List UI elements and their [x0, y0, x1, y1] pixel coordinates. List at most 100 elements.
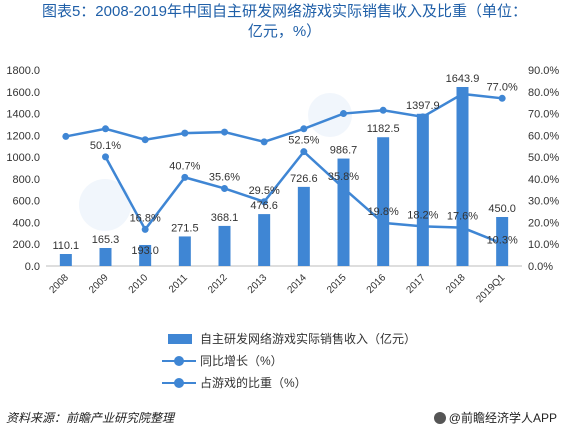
y-right-tick-label: 0.0%	[528, 261, 553, 273]
bar-value-label: 368.1	[211, 212, 239, 224]
series-point	[62, 132, 70, 140]
bar	[258, 214, 271, 266]
series-point	[498, 240, 506, 248]
bar	[59, 254, 72, 266]
series-point	[102, 153, 109, 161]
y-left-tick-label: 1400.0	[6, 109, 40, 121]
legend-item-growth: 同比增长（%）	[150, 350, 416, 372]
y-left-tick-label: 800.0	[12, 174, 40, 186]
series-point	[221, 184, 228, 192]
brand-text: @前瞻经济学人APP	[448, 411, 557, 425]
series-point	[260, 198, 268, 206]
series-point	[141, 225, 149, 233]
bar-value-label: 165.3	[92, 234, 120, 246]
chart-title: 图表5：2008-2019年中国自主研发网络游戏实际销售收入及比重（单位： 亿元…	[0, 2, 569, 42]
series-point	[181, 173, 189, 181]
series-point	[221, 128, 228, 136]
series-point	[300, 148, 308, 156]
growth-value-label: 16.8%	[130, 212, 161, 224]
series-point	[340, 110, 347, 118]
series-point	[181, 129, 189, 137]
growth-value-label: 19.8%	[368, 206, 399, 218]
lines	[62, 90, 506, 248]
growth-value-label: 40.7%	[169, 160, 200, 172]
legend-label-growth: 同比增长（%）	[200, 354, 283, 368]
x-tick-label: 2015	[325, 272, 349, 296]
y-right-tick-label: 30.0%	[528, 196, 559, 208]
series-point	[419, 113, 427, 121]
bar	[218, 225, 231, 266]
y-left-tick-label: 600.0	[12, 196, 40, 208]
bar-value-label: 476.6	[250, 200, 278, 212]
bar	[178, 236, 191, 266]
data-labels: 110.1 165.3 193.0 271.5 368.1 476.6 726.6 986.7…	[52, 73, 518, 257]
legend-item-revenue: 自主研发网络游戏实际销售收入（亿元）	[150, 328, 416, 350]
y-right-tick-label: 20.0%	[528, 217, 559, 229]
bar-value-label: 271.5	[171, 222, 199, 234]
series-point	[141, 136, 149, 144]
x-tick-label: 2008	[47, 272, 71, 296]
y-right-tick-label: 10.0%	[528, 239, 559, 251]
growth-value-label: 10.3%	[487, 235, 518, 247]
source-note: 资料来源：前瞻产业研究院整理	[6, 411, 175, 425]
growth-value-label: 17.6%	[447, 211, 478, 223]
x-tick-label: 2018	[444, 272, 468, 296]
growth-value-label: 29.5%	[249, 185, 280, 197]
legend-bar-swatch	[168, 334, 192, 344]
series-line	[65, 92, 503, 144]
series-point	[379, 106, 387, 114]
x-tick-label: 2019Q1	[474, 272, 507, 305]
bar	[456, 86, 469, 266]
series-point	[498, 94, 506, 102]
y-left-tick-label: 200.0	[12, 239, 40, 251]
series-point	[419, 222, 427, 230]
series-point	[459, 224, 466, 232]
bar-value-label: 986.7	[330, 145, 358, 157]
x-tick-label: 2012	[206, 272, 230, 296]
y-left-tick-label: 400.0	[12, 217, 40, 229]
y-right-tick-label: 50.0%	[528, 152, 559, 164]
bar-value-label: 1182.5	[367, 123, 400, 135]
bar	[99, 248, 112, 266]
growth-value-label: 35.6%	[209, 171, 240, 183]
bar	[416, 113, 429, 266]
watermark	[79, 93, 352, 231]
legend-dot-swatch	[174, 378, 184, 388]
brand-credit: @前瞻经济学人APP	[433, 409, 557, 426]
series-point	[459, 90, 466, 98]
chart-title-line1: 图表5：2008-2019年中国自主研发网络游戏实际销售收入及比重（单位：	[41, 3, 528, 20]
x-tick-label: 2011	[167, 272, 190, 295]
y-right-tick-label: 80.0%	[528, 87, 559, 99]
y-right-tick-label: 40.0%	[528, 174, 559, 186]
chart-title-line2: 亿元，%）	[247, 23, 322, 40]
brand-logo-icon	[433, 412, 446, 424]
growth-value-label: 52.5%	[288, 135, 319, 147]
bar-value-label: 110.1	[52, 240, 79, 252]
y-left-tick-label: 1800.0	[6, 65, 40, 77]
x-tick-label: 2010	[127, 272, 151, 296]
x-tick-label: 2013	[246, 272, 270, 296]
legend-item-share: 占游戏的比重（%）	[150, 372, 416, 394]
legend-label-share: 占游戏的比重（%）	[200, 376, 307, 390]
growth-value-label: 50.1%	[90, 140, 121, 152]
y-left-tick-label: 1000.0	[6, 152, 40, 164]
series-point	[260, 138, 268, 146]
x-tick-label: 2017	[404, 272, 428, 296]
x-tick-label: 2009	[87, 272, 111, 296]
x-tick-label: 2014	[285, 272, 309, 296]
series-point	[300, 125, 308, 133]
series-point	[102, 125, 109, 133]
bar	[377, 137, 390, 266]
y-right-tick-label: 90.0%	[528, 65, 559, 77]
bar-value-label: 726.6	[290, 173, 318, 185]
growth-value-label: 35.8%	[328, 171, 359, 183]
share-value-label: 77.0%	[487, 81, 518, 93]
x-tick-label: 2016	[365, 272, 389, 296]
axes: 0.0 200.0 400.0 600.0 800.0 1000.0 1200.0 1400.…	[6, 65, 559, 305]
bar	[297, 186, 310, 266]
series-point	[340, 184, 347, 192]
bar-value-label: 450.0	[488, 203, 516, 215]
y-right-tick-label: 60.0%	[528, 130, 559, 142]
bar	[139, 244, 152, 266]
